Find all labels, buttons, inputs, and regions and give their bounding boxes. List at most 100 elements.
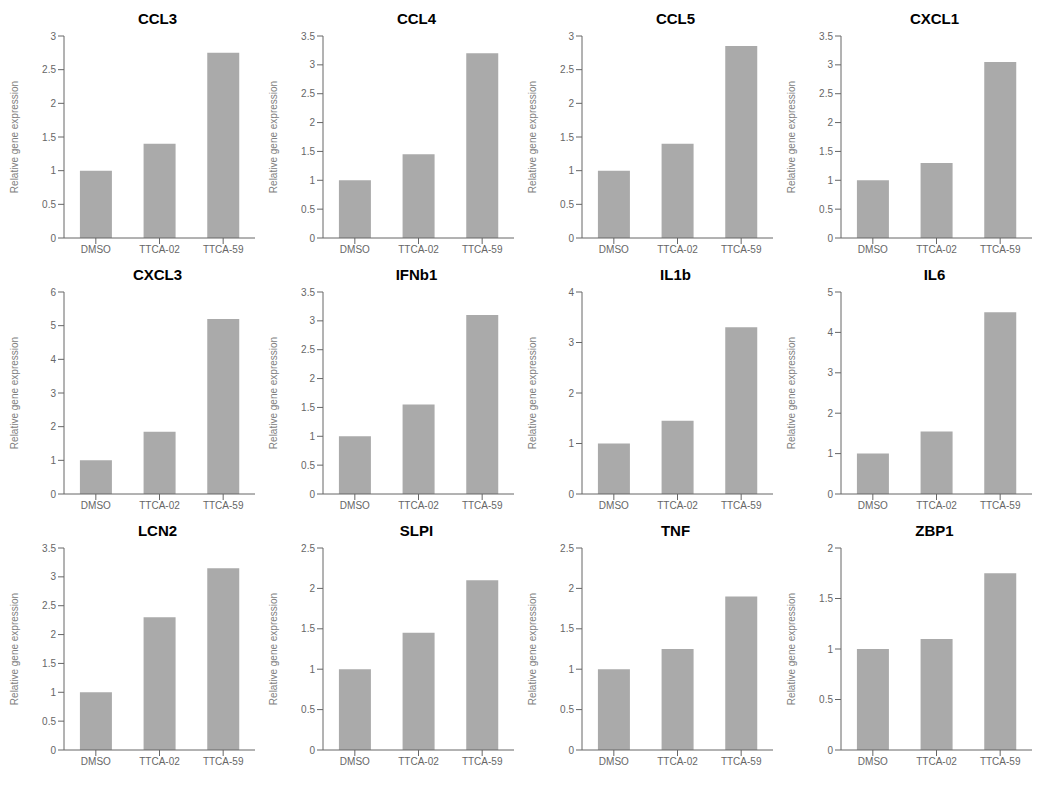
svg-text:1: 1 — [309, 664, 315, 675]
svg-text:Relative gene expression: Relative gene expression — [786, 593, 797, 705]
svg-text:1.5: 1.5 — [42, 132, 56, 143]
svg-text:TTCA-59: TTCA-59 — [721, 756, 762, 767]
svg-text:TTCA-02: TTCA-02 — [657, 756, 698, 767]
svg-text:0: 0 — [309, 489, 315, 500]
svg-text:0: 0 — [50, 489, 56, 500]
svg-text:TTCA-02: TTCA-02 — [916, 500, 957, 511]
svg-text:DMSO: DMSO — [858, 244, 888, 255]
svg-text:2: 2 — [568, 388, 574, 399]
svg-text:3: 3 — [50, 31, 56, 42]
svg-text:TTCA-59: TTCA-59 — [980, 244, 1021, 255]
svg-text:0.5: 0.5 — [560, 199, 574, 210]
svg-text:2: 2 — [50, 629, 56, 640]
svg-text:TTCA-02: TTCA-02 — [398, 244, 439, 255]
svg-text:0.5: 0.5 — [819, 694, 833, 705]
svg-text:TTCA-02: TTCA-02 — [916, 244, 957, 255]
svg-text:1.5: 1.5 — [560, 132, 574, 143]
svg-text:TTCA-02: TTCA-02 — [139, 500, 180, 511]
svg-text:DMSO: DMSO — [599, 500, 629, 511]
svg-text:Relative gene expression: Relative gene expression — [786, 337, 797, 449]
svg-text:1: 1 — [568, 664, 574, 675]
svg-text:0: 0 — [827, 233, 833, 244]
svg-text:0: 0 — [827, 745, 833, 756]
svg-text:Relative gene expression: Relative gene expression — [268, 81, 279, 193]
svg-text:1: 1 — [50, 165, 56, 176]
svg-text:DMSO: DMSO — [858, 500, 888, 511]
svg-text:DMSO: DMSO — [599, 756, 629, 767]
svg-text:TTCA-59: TTCA-59 — [721, 244, 762, 255]
svg-text:1.5: 1.5 — [560, 623, 574, 634]
svg-text:0.5: 0.5 — [42, 199, 56, 210]
svg-text:Relative gene expression: Relative gene expression — [9, 593, 20, 705]
svg-text:2: 2 — [309, 373, 315, 384]
svg-text:3.5: 3.5 — [42, 543, 56, 554]
svg-text:1: 1 — [827, 175, 833, 186]
svg-text:TTCA-59: TTCA-59 — [203, 500, 244, 511]
svg-text:DMSO: DMSO — [340, 244, 370, 255]
svg-text:0: 0 — [568, 233, 574, 244]
svg-text:2: 2 — [309, 583, 315, 594]
svg-text:DMSO: DMSO — [340, 756, 370, 767]
svg-text:2.5: 2.5 — [301, 543, 315, 554]
svg-text:4: 4 — [50, 354, 56, 365]
svg-text:1: 1 — [309, 431, 315, 442]
svg-text:3: 3 — [568, 31, 574, 42]
svg-text:TTCA-59: TTCA-59 — [203, 244, 244, 255]
svg-text:5: 5 — [50, 320, 56, 331]
svg-text:1: 1 — [827, 644, 833, 655]
svg-text:0.5: 0.5 — [301, 704, 315, 715]
svg-text:DMSO: DMSO — [340, 500, 370, 511]
svg-text:2.5: 2.5 — [301, 88, 315, 99]
svg-text:1.5: 1.5 — [301, 623, 315, 634]
svg-text:TTCA-02: TTCA-02 — [139, 244, 180, 255]
svg-text:1: 1 — [50, 687, 56, 698]
svg-text:1: 1 — [309, 175, 315, 186]
svg-text:2.5: 2.5 — [42, 64, 56, 75]
svg-text:3: 3 — [50, 571, 56, 582]
svg-text:2: 2 — [568, 583, 574, 594]
svg-text:1.5: 1.5 — [42, 658, 56, 669]
svg-text:TTCA-59: TTCA-59 — [462, 500, 503, 511]
svg-text:0: 0 — [568, 489, 574, 500]
svg-text:2: 2 — [827, 117, 833, 128]
svg-text:0.5: 0.5 — [301, 204, 315, 215]
svg-text:4: 4 — [568, 287, 574, 298]
svg-text:TTCA-02: TTCA-02 — [139, 756, 180, 767]
svg-text:3.5: 3.5 — [819, 31, 833, 42]
svg-text:TTCA-59: TTCA-59 — [980, 500, 1021, 511]
svg-text:TTCA-59: TTCA-59 — [462, 756, 503, 767]
svg-text:TTCA-59: TTCA-59 — [980, 756, 1021, 767]
svg-text:2: 2 — [827, 543, 833, 554]
svg-text:Relative gene expression: Relative gene expression — [9, 337, 20, 449]
svg-text:Relative gene expression: Relative gene expression — [527, 593, 538, 705]
svg-text:DMSO: DMSO — [81, 500, 111, 511]
svg-text:2.5: 2.5 — [560, 543, 574, 554]
svg-text:0: 0 — [568, 745, 574, 756]
svg-text:2: 2 — [568, 98, 574, 109]
svg-text:2.5: 2.5 — [819, 88, 833, 99]
svg-text:DMSO: DMSO — [81, 756, 111, 767]
svg-text:3: 3 — [827, 59, 833, 70]
svg-text:1: 1 — [827, 448, 833, 459]
svg-text:2.5: 2.5 — [301, 344, 315, 355]
svg-text:Relative gene expression: Relative gene expression — [9, 81, 20, 193]
svg-text:TTCA-02: TTCA-02 — [398, 756, 439, 767]
svg-text:0: 0 — [50, 233, 56, 244]
svg-text:3: 3 — [309, 315, 315, 326]
svg-text:TTCA-59: TTCA-59 — [462, 244, 503, 255]
svg-text:2: 2 — [309, 117, 315, 128]
svg-text:Relative gene expression: Relative gene expression — [268, 593, 279, 705]
svg-text:Relative gene expression: Relative gene expression — [268, 337, 279, 449]
svg-text:Relative gene expression: Relative gene expression — [527, 337, 538, 449]
svg-text:3: 3 — [827, 367, 833, 378]
svg-text:3: 3 — [568, 337, 574, 348]
svg-text:4: 4 — [827, 327, 833, 338]
svg-text:6: 6 — [50, 287, 56, 298]
svg-text:5: 5 — [827, 287, 833, 298]
svg-text:TTCA-02: TTCA-02 — [398, 500, 439, 511]
svg-text:1.5: 1.5 — [301, 402, 315, 413]
svg-text:TTCA-02: TTCA-02 — [916, 756, 957, 767]
svg-text:DMSO: DMSO — [599, 244, 629, 255]
svg-text:DMSO: DMSO — [858, 756, 888, 767]
svg-text:1.5: 1.5 — [819, 146, 833, 157]
